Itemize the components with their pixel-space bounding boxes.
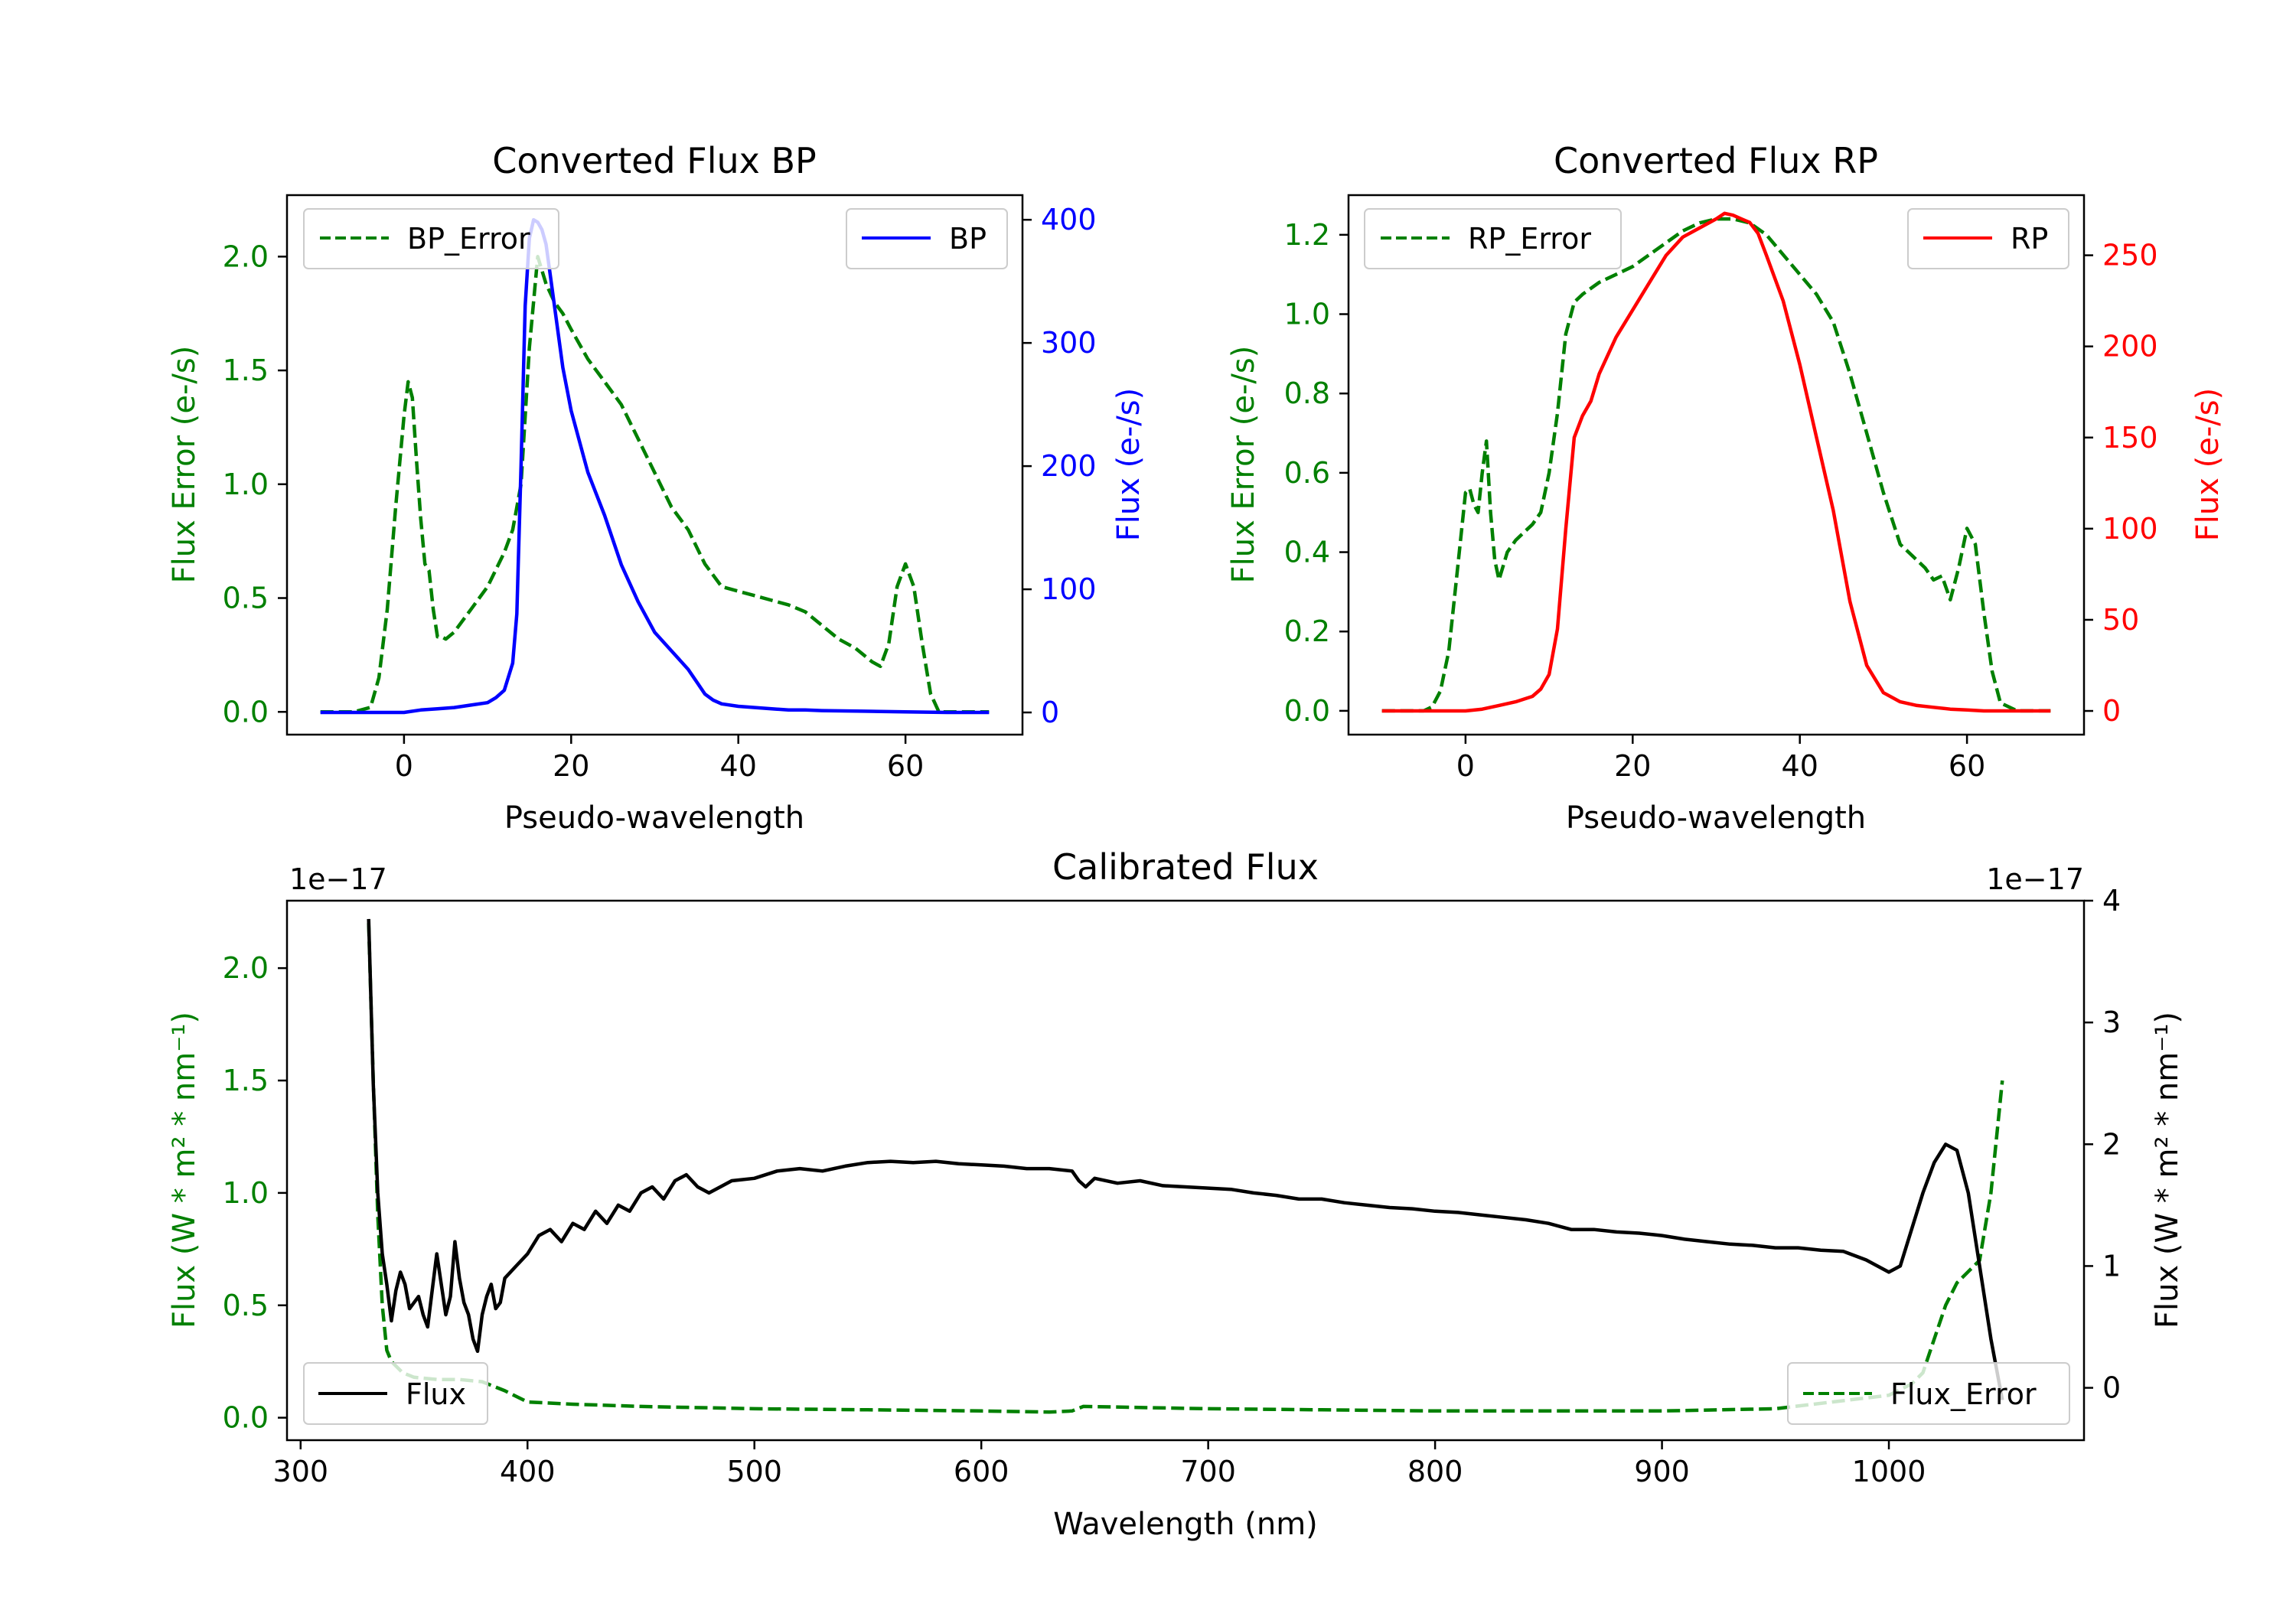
x-tick-label-bp-1: 20 xyxy=(553,749,589,783)
series-line-flux xyxy=(367,918,2004,1400)
legend-flux-label: Flux xyxy=(406,1377,466,1411)
y-left-tick-label-calibrated-0: 0.0 xyxy=(223,1401,269,1435)
x-axis-label-calibrated: Wavelength (nm) xyxy=(1053,1507,1318,1542)
y-right-tick-label-calibrated-0: 0 xyxy=(2102,1371,2121,1405)
x-tick-label-bp-3: 60 xyxy=(887,749,924,783)
legend-rp-error: RP_Error xyxy=(1364,208,1622,269)
legend-rp: RP xyxy=(1907,208,2069,269)
series-line-bp-error xyxy=(320,255,990,714)
plot-content-calibrated: 300 400 500 600 700 800 900 1000 0.0 0.5 1.0 1.5 2.0… xyxy=(223,884,2122,1488)
y-left-tick-label-rp-0: 0.0 xyxy=(1284,694,1330,728)
y-right-tick-label-bp-4: 400 xyxy=(1041,203,1097,236)
chart-title-bp: Converted Flux BP xyxy=(492,140,817,181)
y-right-tick-label-rp-1: 50 xyxy=(2102,603,2139,637)
plot-content-rp: 0 20 40 60 0.0 0.2 0.4 0.6 0.8 1.0 1.2 0 50 100 150 200… xyxy=(1284,211,2158,783)
y-left-tick-label-bp-4: 2.0 xyxy=(223,240,269,273)
x-axis-label-bp: Pseudo-wavelength xyxy=(504,800,804,836)
legend-flux: Flux xyxy=(303,1362,488,1425)
y-right-tick-label-bp-2: 200 xyxy=(1041,449,1097,483)
x-tick-label-calibrated-1: 400 xyxy=(500,1455,556,1488)
plot-frame-rp xyxy=(1347,194,2086,736)
y-right-tick-label-rp-3: 150 xyxy=(2102,421,2158,455)
legend-bp-error: BP_Error xyxy=(303,208,559,269)
chart-title-calibrated: Calibrated Flux xyxy=(1052,846,1319,888)
y-right-tick-label-bp-0: 0 xyxy=(1041,696,1059,729)
x-tick-label-calibrated-0: 300 xyxy=(273,1455,329,1488)
y-right-tick-label-calibrated-2: 2 xyxy=(2102,1127,2121,1161)
x-axis-label-rp: Pseudo-wavelength xyxy=(1566,800,1866,836)
y-right-tick-label-rp-4: 200 xyxy=(2102,330,2158,363)
legend-rp-label: RP xyxy=(2011,222,2048,256)
plot-frame-bp xyxy=(285,194,1024,736)
x-tick-label-calibrated-4: 700 xyxy=(1180,1455,1236,1488)
y-left-tick-label-rp-4: 0.8 xyxy=(1284,376,1330,410)
x-tick-label-calibrated-3: 600 xyxy=(954,1455,1009,1488)
x-tick-label-calibrated-7: 1000 xyxy=(1852,1455,1926,1488)
offset-left-calibrated: 1e−17 xyxy=(289,862,387,896)
series-line-rp-error xyxy=(1381,217,2051,713)
y-left-tick-label-calibrated-3: 1.5 xyxy=(223,1064,269,1097)
plot-frame-calibrated xyxy=(285,899,2086,1442)
y-right-tick-label-calibrated-1: 1 xyxy=(2102,1249,2121,1283)
y-right-axis-label-calibrated: Flux (W * m² * nm⁻¹) xyxy=(2150,1012,2185,1328)
y-left-tick-label-rp-5: 1.0 xyxy=(1284,298,1330,331)
x-tick-label-calibrated-5: 800 xyxy=(1407,1455,1463,1488)
y-right-tick-label-bp-1: 100 xyxy=(1041,572,1097,606)
panel-bp: Converted Flux BP 0 20 40 60 0.0 0.5 1.0 1.5 2.0… xyxy=(167,140,1146,836)
y-left-tick-label-bp-1: 0.5 xyxy=(223,582,269,615)
x-tick-label-calibrated-2: 500 xyxy=(726,1455,782,1488)
series-line-rp xyxy=(1381,211,2051,713)
y-left-tick-label-rp-2: 0.4 xyxy=(1284,536,1330,569)
legend-flux-error-label: Flux_Error xyxy=(1890,1377,2037,1411)
y-right-tick-label-calibrated-3: 3 xyxy=(2102,1006,2121,1039)
y-left-axis-label-rp: Flux Error (e-/s) xyxy=(1226,346,1261,584)
y-left-tick-label-calibrated-2: 1.0 xyxy=(223,1176,269,1210)
series-line-flux-error xyxy=(367,923,2004,1414)
panel-rp: Converted Flux RP 0 20 40 60 0.0 0.2 0.4 0.6 0.8… xyxy=(1226,140,2226,836)
y-left-tick-label-bp-2: 1.0 xyxy=(223,468,269,501)
y-right-tick-label-rp-5: 250 xyxy=(2102,239,2158,272)
legend-bp-error-label: BP_Error xyxy=(407,222,530,256)
x-tick-label-rp-3: 60 xyxy=(1949,749,1985,783)
x-tick-label-rp-0: 0 xyxy=(1456,749,1475,783)
y-right-tick-label-bp-3: 300 xyxy=(1041,326,1097,360)
y-right-axis-label-bp: Flux (e-/s) xyxy=(1111,388,1146,541)
y-right-axis-label-rp: Flux (e-/s) xyxy=(2190,388,2226,541)
y-right-tick-label-rp-2: 100 xyxy=(2102,512,2158,546)
x-tick-label-bp-2: 40 xyxy=(720,749,757,783)
legend-bp-label: BP xyxy=(949,222,987,256)
chart-title-rp: Converted Flux RP xyxy=(1554,140,1878,181)
plot-content-bp: 0 20 40 60 0.0 0.5 1.0 1.5 2.0 0 100 200 300 400 xyxy=(223,203,1097,783)
y-left-tick-label-calibrated-4: 2.0 xyxy=(223,951,269,985)
y-left-tick-label-bp-3: 1.5 xyxy=(223,354,269,387)
y-left-tick-label-rp-1: 0.2 xyxy=(1284,614,1330,648)
offset-right-calibrated: 1e−17 xyxy=(1986,862,2084,896)
panel-calibrated: Calibrated Flux 1e−17 1e−17 300 400 500 600… xyxy=(167,846,2185,1542)
legend-flux-error: Flux_Error xyxy=(1787,1362,2070,1425)
y-right-tick-label-rp-0: 0 xyxy=(2102,694,2121,728)
x-tick-label-calibrated-6: 900 xyxy=(1634,1455,1690,1488)
x-tick-label-rp-2: 40 xyxy=(1782,749,1818,783)
legend-bp: BP xyxy=(846,208,1008,269)
y-left-tick-label-calibrated-1: 0.5 xyxy=(223,1289,269,1322)
y-right-tick-label-calibrated-4: 4 xyxy=(2102,884,2121,918)
x-tick-label-rp-1: 20 xyxy=(1614,749,1651,783)
series-line-bp xyxy=(320,217,990,715)
y-left-tick-label-rp-6: 1.2 xyxy=(1284,218,1330,252)
y-left-tick-label-rp-3: 0.6 xyxy=(1284,456,1330,490)
y-left-axis-label-calibrated: Flux (W * m² * nm⁻¹) xyxy=(167,1012,202,1328)
y-left-tick-label-bp-0: 0.0 xyxy=(223,695,269,729)
legend-rp-error-label: RP_Error xyxy=(1468,222,1591,256)
x-tick-label-bp-0: 0 xyxy=(395,749,413,783)
y-left-axis-label-bp: Flux Error (e-/s) xyxy=(167,346,202,584)
